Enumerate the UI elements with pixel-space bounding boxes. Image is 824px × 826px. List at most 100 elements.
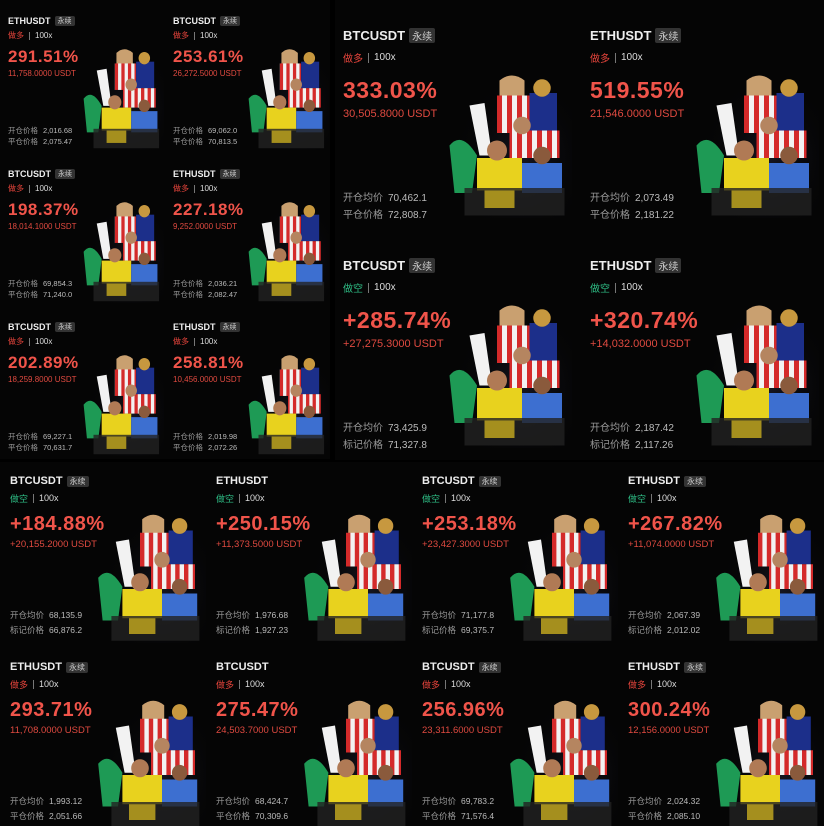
price-label: 平仓价格 — [216, 811, 251, 821]
price-row: 开仓均价 1,993.12 — [10, 794, 82, 809]
symbol: BTCUSDT — [8, 169, 51, 179]
trade-card: ETHUSDT 永续 做多 100x 300.24% 12,156.0000 USDT 开仓… — [618, 648, 824, 826]
leverage: 100x — [239, 494, 265, 503]
symbol: ETHUSDT — [173, 169, 216, 179]
pnl-percent: 333.03% — [343, 77, 438, 103]
trade-card: BTCUSDT 做多 100x 275.47% 24,503.7000 USDT 开仓均价… — [206, 648, 412, 826]
price-value: 68,424.7 — [255, 796, 289, 806]
price-value: 73,425.9 — [388, 423, 427, 434]
position-info: 做多 100x — [590, 50, 824, 65]
pnl-percent: +320.74% — [590, 307, 699, 333]
price-value: 2,019.98 — [208, 432, 238, 441]
price-row: 开仓均价 73,425.9 — [343, 420, 427, 437]
side: 做多 — [173, 31, 189, 40]
side: 做多 — [173, 184, 189, 193]
price-label: 开仓价格 — [173, 126, 203, 135]
price-value: 2,082.47 — [208, 290, 238, 299]
price-value: 2,024.32 — [667, 796, 701, 806]
price-row: 平仓价格 2,082.47 — [173, 289, 237, 300]
price-label: 平仓价格 — [173, 137, 203, 146]
card-header: BTCUSDT 永续 — [10, 475, 206, 487]
contract-tag: 永续 — [54, 16, 75, 26]
bottom-card-grid: BTCUSDT 永续 做空 100x +184.88% +20,155.2000 USDT… — [0, 462, 824, 826]
contract-tag: 永续 — [683, 661, 706, 673]
price-row: 开仓均价 71,177.8 — [422, 608, 494, 623]
price-label: 开仓均价 — [628, 796, 663, 806]
price-row: 开仓均价 1,976.68 — [216, 608, 288, 623]
card-header: BTCUSDT 永续 — [343, 28, 582, 43]
position-info: 做空 100x — [216, 492, 412, 505]
card-header: BTCUSDT 永续 — [343, 258, 582, 273]
price-label: 平仓价格 — [173, 443, 203, 452]
price-value: 2,075.47 — [43, 137, 73, 146]
price-value: 71,327.8 — [388, 440, 427, 451]
price-label: 开仓价格 — [8, 126, 38, 135]
price-row: 开仓均价 68,135.9 — [10, 608, 82, 623]
contract-tag: 永续 — [65, 661, 88, 673]
leverage: 100x — [445, 494, 471, 503]
side: 做多 — [343, 54, 363, 65]
pnl-amount: 30,505.8000 USDT — [343, 108, 438, 120]
leverage: 100x — [651, 680, 677, 689]
pnl-percent: 198.37% — [8, 200, 79, 219]
price-label: 平仓价格 — [8, 290, 38, 299]
player-artwork — [447, 298, 572, 448]
side: 做空 — [216, 494, 235, 504]
card-header: ETHUSDT 永续 — [10, 661, 206, 673]
pnl-amount: 10,456.0000 USDT — [173, 375, 242, 384]
position-info: 做空 100x — [590, 280, 824, 295]
pnl-percent: +267.82% — [628, 513, 723, 535]
pnl-amount: 12,156.0000 USDT — [628, 725, 710, 736]
player-artwork — [302, 694, 412, 826]
trade-card: ETHUSDT 永续 做空 100x +320.74% +14,032.0000 USDT… — [582, 230, 824, 460]
price-block: 开仓价格 2,036.21 平仓价格 2,082.47 — [173, 278, 237, 300]
price-row: 开仓价格 2,036.21 — [173, 278, 237, 289]
price-row: 平仓价格 71,576.4 — [422, 809, 494, 824]
pnl-amount: 26,272.5000 USDT — [173, 69, 242, 78]
card-header: ETHUSDT 永续 — [173, 169, 330, 179]
price-row: 开仓价格 69,062.0 — [173, 125, 237, 136]
position-info: 做多 100x — [173, 183, 330, 194]
leverage: 100x — [445, 680, 471, 689]
price-value: 69,783.2 — [461, 796, 495, 806]
trade-card: ETHUSDT 永续 做多 100x 519.55% 21,546.0000 USDT 开仓… — [582, 0, 824, 230]
leverage: 100x — [194, 184, 217, 193]
price-label: 开仓均价 — [590, 423, 630, 434]
price-value: 2,187.42 — [635, 423, 674, 434]
pnl-amount: 11,708.0000 USDT — [10, 725, 91, 736]
price-row: 平仓价格 2,085.10 — [628, 809, 700, 824]
price-block: 开仓均价 2,073.49 平仓价格 2,181.22 — [590, 190, 674, 224]
card-header: ETHUSDT — [216, 475, 412, 487]
pnl-amount: 18,014.1000 USDT — [8, 222, 77, 231]
symbol: ETHUSDT — [10, 661, 62, 673]
price-value: 71,576.4 — [461, 811, 495, 821]
price-row: 标记价格 71,327.8 — [343, 437, 427, 454]
pnl-percent: 293.71% — [10, 699, 93, 721]
position-info: 做多 100x — [10, 678, 206, 691]
player-artwork — [714, 694, 824, 826]
card-header: BTCUSDT 永续 — [8, 322, 165, 332]
price-label: 开仓均价 — [343, 423, 383, 434]
contract-tag: 永续 — [409, 28, 436, 43]
symbol: BTCUSDT — [343, 28, 406, 43]
price-label: 标记价格 — [343, 440, 383, 451]
price-value: 2,072.26 — [208, 443, 238, 452]
price-row: 标记价格 2,012.02 — [628, 623, 700, 638]
leverage: 100x — [194, 337, 217, 346]
pnl-percent: 227.18% — [173, 200, 244, 219]
player-artwork — [447, 68, 572, 218]
price-label: 开仓均价 — [216, 796, 251, 806]
price-row: 平仓价格 2,181.22 — [590, 207, 674, 224]
price-block: 开仓价格 2,019.98 平仓价格 2,072.26 — [173, 431, 237, 453]
trade-card: BTCUSDT 永续 做空 100x +184.88% +20,155.2000 USDT… — [0, 462, 206, 648]
price-block: 开仓价格 69,062.0 平仓价格 70,813.5 — [173, 125, 237, 147]
price-label: 平仓价格 — [173, 290, 203, 299]
symbol: ETHUSDT — [628, 661, 680, 673]
price-row: 平仓价格 2,072.26 — [173, 442, 237, 453]
price-label: 开仓均价 — [216, 610, 251, 620]
side: 做多 — [173, 337, 189, 346]
price-label: 平仓价格 — [10, 811, 45, 821]
price-label: 平仓价格 — [8, 443, 38, 452]
price-value: 69,227.1 — [43, 432, 73, 441]
pnl-percent: 202.89% — [8, 353, 79, 372]
